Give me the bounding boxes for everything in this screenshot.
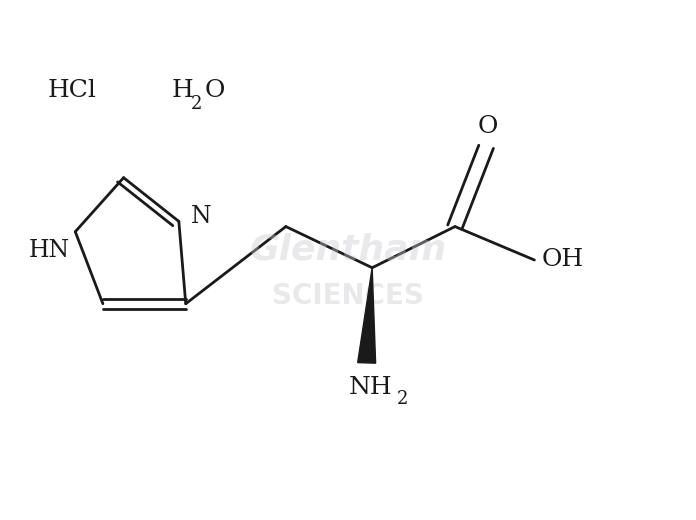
Text: Glentham: Glentham: [249, 233, 447, 267]
Text: N: N: [191, 205, 212, 228]
Text: SCIENCES: SCIENCES: [272, 282, 424, 310]
Text: H: H: [172, 79, 193, 102]
Text: O: O: [205, 79, 226, 102]
Text: HN: HN: [29, 239, 70, 263]
Text: OH: OH: [541, 249, 583, 271]
Text: 2: 2: [191, 95, 203, 113]
Text: NH: NH: [348, 376, 392, 399]
Text: HCl: HCl: [47, 79, 97, 102]
Text: O: O: [478, 114, 498, 138]
Text: 2: 2: [397, 390, 409, 408]
Polygon shape: [358, 268, 376, 363]
